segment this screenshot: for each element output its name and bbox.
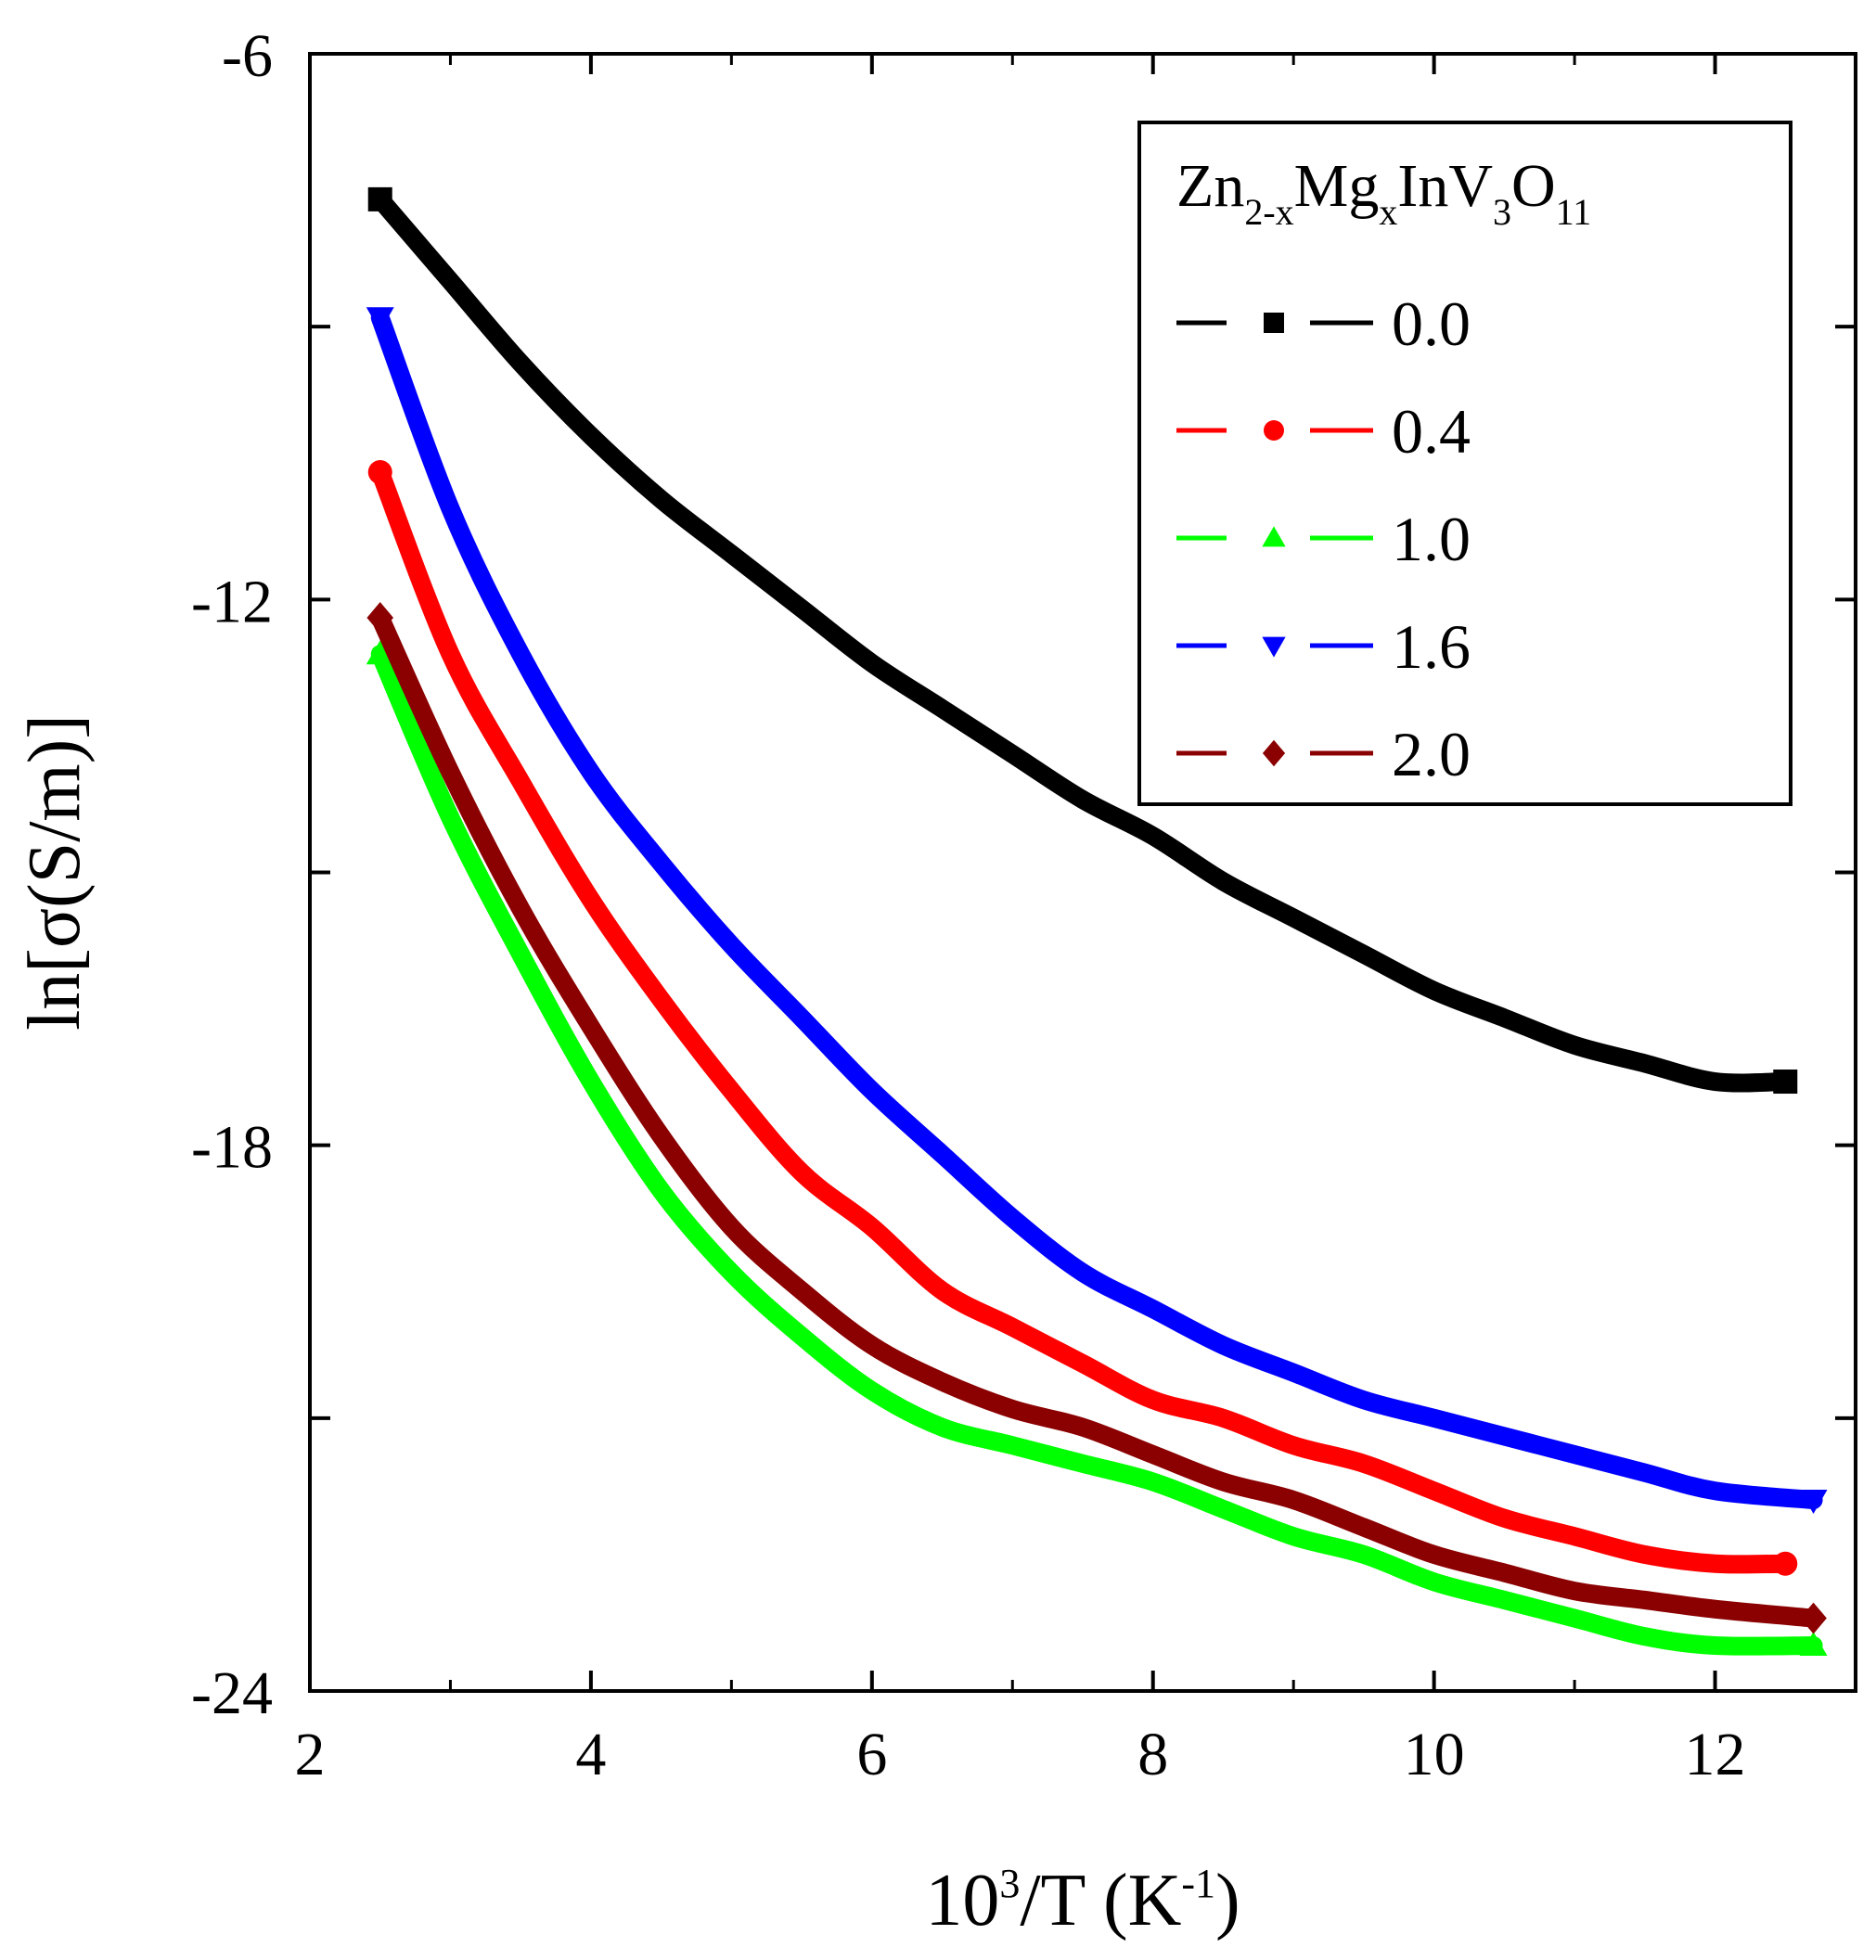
- x-tick-label: 12: [1685, 1721, 1746, 1788]
- legend-entry-1.6: 1.6: [1176, 611, 1471, 682]
- ticks-layer: [308, 52, 1856, 1693]
- x-axis-title-end: ): [1215, 1860, 1240, 1941]
- legend-title-text: O: [1511, 152, 1556, 220]
- series-2.0-line: [370, 608, 1823, 1628]
- legend-entries: 0.0 0.4 1.0 1.6 2.0: [1176, 288, 1471, 789]
- tick-labels: 2 4 6 8 10 12 -24 -18 -12 -6: [191, 22, 1746, 1788]
- legend-box: [1137, 121, 1792, 806]
- x-axis-title-mid: /T (K: [1020, 1860, 1181, 1941]
- legend-title-text: InV: [1397, 152, 1493, 220]
- legend-title: Zn2-xMgxInV3O11: [1176, 152, 1591, 233]
- legend: Zn2-xMgxInV3O11 0.0 0.4 1.0 1.6 2.0: [1137, 121, 1792, 806]
- legend-title-subscript: 11: [1556, 191, 1592, 233]
- series-1.6-line: [370, 308, 1823, 1510]
- x-axis-title-base: 10: [925, 1860, 999, 1941]
- series-2.0-marker-start: [366, 602, 394, 634]
- legend-marker: [1264, 420, 1284, 441]
- series-1.0-marker-start: [366, 640, 394, 665]
- x-axis-title-base-sup: 3: [999, 1861, 1020, 1906]
- series-0.4-marker-start: [367, 460, 392, 485]
- legend-marker: [1264, 313, 1284, 333]
- x-axis-title: 103/T (K-1): [925, 1860, 1240, 1941]
- series-0.0-marker-end: [1773, 1070, 1798, 1095]
- x-axis-title-mid-sup: -1: [1181, 1861, 1215, 1906]
- x-tick-label: 8: [1137, 1721, 1168, 1788]
- series-1.0-marker-end: [1799, 1632, 1828, 1657]
- series-1.6-marker-start: [366, 307, 394, 332]
- legend-title-subscript: 2-x: [1244, 191, 1293, 233]
- legend-marker: [1262, 739, 1286, 767]
- x-tick-label: 10: [1404, 1721, 1465, 1788]
- legend-entry-2.0: 2.0: [1176, 719, 1471, 789]
- legend-marker: [1262, 636, 1286, 658]
- series-0.4-marker-end: [1773, 1551, 1798, 1576]
- legend-title-subscript: x: [1379, 191, 1397, 233]
- y-tick-label: -24: [191, 1659, 273, 1727]
- series-2.0-marker-end: [1800, 1602, 1827, 1634]
- series-1.0-line: [370, 645, 1823, 1656]
- series-layer: [366, 186, 1828, 1657]
- series-0.0-marker-start: [367, 186, 392, 211]
- series-0.0-line: [370, 189, 1795, 1093]
- y-tick-label: -12: [191, 568, 273, 635]
- x-tick-label: 2: [295, 1721, 326, 1788]
- legend-entry-0.0: 0.0: [1176, 288, 1471, 359]
- legend-title-subscript: 3: [1493, 191, 1511, 233]
- legend-label: 0.4: [1392, 396, 1471, 467]
- legend-label: 1.6: [1392, 611, 1471, 682]
- legend-label: 1.0: [1392, 504, 1471, 574]
- legend-entry-0.4: 0.4: [1176, 396, 1471, 467]
- y-tick-label: -6: [222, 22, 273, 90]
- legend-marker: [1262, 526, 1286, 547]
- y-tick-label: -18: [191, 1114, 273, 1182]
- y-axis-title: ln[σ(S/m)]: [14, 714, 96, 1031]
- series-0.4-line: [370, 463, 1795, 1574]
- series-1.6-marker-end: [1799, 1490, 1828, 1515]
- legend-title-text: Mg: [1294, 152, 1380, 220]
- legend-title-text: Zn: [1176, 152, 1244, 220]
- x-tick-label: 6: [856, 1721, 887, 1788]
- legend-entry-1.0: 1.0: [1176, 504, 1471, 574]
- x-tick-label: 4: [575, 1721, 606, 1788]
- legend-label: 0.0: [1392, 288, 1471, 359]
- legend-label: 2.0: [1392, 719, 1471, 789]
